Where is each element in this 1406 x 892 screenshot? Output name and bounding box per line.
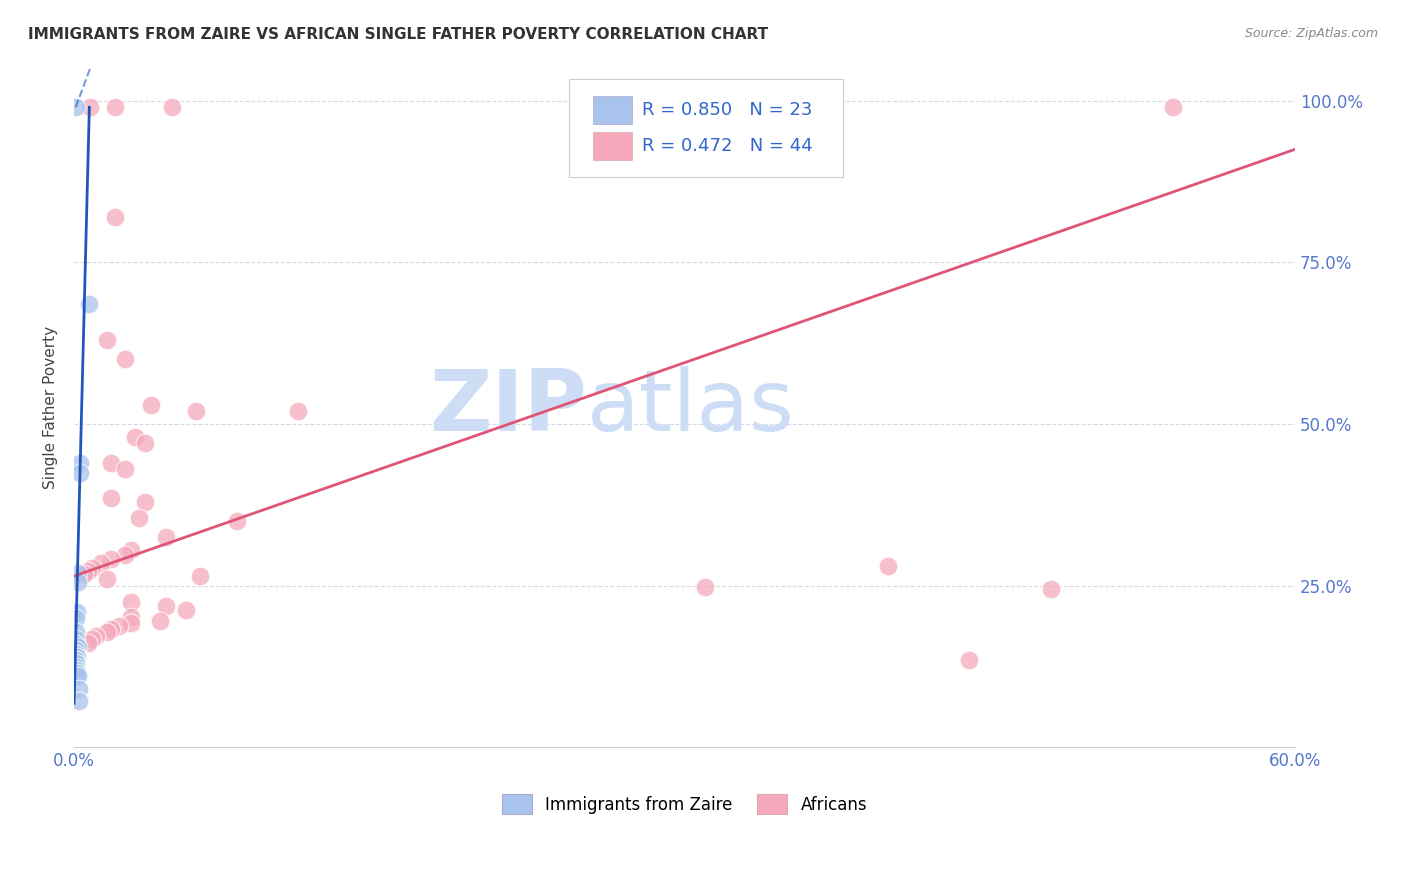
Point [69, 466, 91, 480]
Point [225, 514, 247, 528]
Text: Source: ZipAtlas.com: Source: ZipAtlas.com [1244, 27, 1378, 40]
Point [877, 559, 900, 574]
Point [188, 569, 211, 583]
Point [79, 100, 101, 114]
Point [148, 614, 170, 628]
Point [128, 511, 150, 525]
Point [82, 560, 104, 574]
Point [160, 100, 183, 114]
Point [120, 595, 142, 609]
Point [90, 556, 112, 570]
Point [104, 211, 127, 225]
Point [155, 599, 177, 614]
Point [67, 682, 90, 697]
Point [65, 100, 87, 114]
FancyBboxPatch shape [568, 78, 844, 178]
Point [134, 436, 156, 450]
Point [65, 643, 87, 657]
Point [1039, 582, 1062, 596]
Point [124, 430, 146, 444]
Point [96, 625, 118, 640]
Point [1161, 100, 1184, 114]
Text: R = 0.850   N = 23: R = 0.850 N = 23 [641, 101, 813, 119]
Point [287, 404, 309, 418]
Point [104, 100, 127, 114]
Point [77, 565, 100, 579]
Point [67, 566, 90, 580]
Point [155, 530, 177, 544]
Point [66, 649, 89, 664]
Point [108, 619, 131, 633]
Point [66, 640, 89, 654]
Text: IMMIGRANTS FROM ZAIRE VS AFRICAN SINGLE FATHER POVERTY CORRELATION CHART: IMMIGRANTS FROM ZAIRE VS AFRICAN SINGLE … [28, 27, 768, 42]
Point [96, 333, 118, 347]
Point [65, 611, 87, 625]
Point [959, 653, 981, 667]
Point [69, 456, 91, 470]
Point [693, 580, 716, 594]
Point [174, 602, 197, 616]
Point [100, 491, 122, 506]
Point [120, 609, 142, 624]
Point [141, 398, 163, 412]
Text: ZIP: ZIP [429, 367, 586, 450]
Point [120, 543, 142, 558]
Point [66, 669, 89, 683]
Point [79, 297, 101, 311]
Legend: Immigrants from Zaire, Africans: Immigrants from Zaire, Africans [502, 795, 868, 814]
Point [114, 462, 136, 476]
Point [100, 551, 122, 566]
FancyBboxPatch shape [593, 132, 633, 161]
Point [134, 494, 156, 508]
Text: R = 0.472   N = 44: R = 0.472 N = 44 [641, 136, 813, 155]
Point [65, 632, 87, 646]
Point [86, 629, 108, 643]
Point [66, 575, 89, 590]
Point [65, 657, 87, 671]
Point [65, 647, 87, 661]
Point [82, 632, 104, 646]
Point [120, 616, 142, 631]
Point [65, 653, 87, 667]
Point [96, 572, 118, 586]
Point [65, 637, 87, 651]
Point [100, 622, 122, 636]
Point [73, 567, 96, 582]
Point [65, 625, 87, 640]
Point [77, 635, 100, 649]
FancyBboxPatch shape [593, 95, 633, 124]
Point [65, 605, 87, 619]
Point [66, 665, 89, 680]
Point [65, 659, 87, 673]
Text: atlas: atlas [586, 367, 794, 450]
Point [114, 352, 136, 367]
Point [65, 663, 87, 677]
Point [186, 404, 208, 418]
Y-axis label: Single Father Poverty: Single Father Poverty [44, 326, 58, 490]
Point [100, 456, 122, 470]
Point [114, 548, 136, 562]
Point [67, 694, 90, 708]
